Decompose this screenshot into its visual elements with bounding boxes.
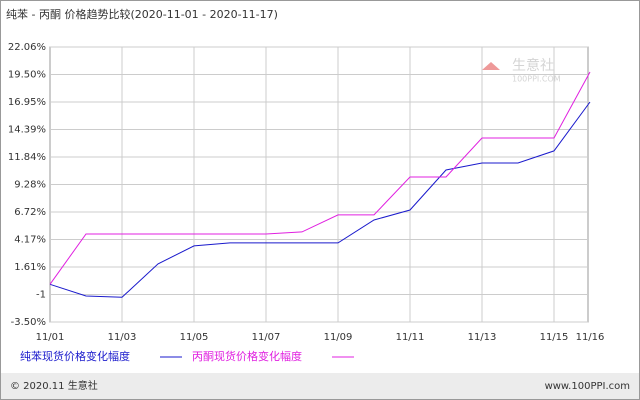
footer-bar bbox=[1, 373, 639, 399]
y-tick-label: 11.84% bbox=[8, 152, 46, 163]
x-tick-label: 11/07 bbox=[252, 332, 281, 343]
series-line bbox=[49, 101, 591, 298]
y-tick-label: 9.28% bbox=[14, 180, 46, 191]
series-line bbox=[49, 71, 591, 285]
legend-label: 丙酮现货价格变化幅度 bbox=[192, 349, 302, 363]
y-tick-label: -1 bbox=[36, 289, 46, 300]
x-tick-label: 11/11 bbox=[396, 332, 425, 343]
footer-left: © 2020.11 生意社 bbox=[10, 379, 98, 392]
y-tick-label: 22.06% bbox=[8, 42, 46, 53]
y-tick-label: 1.61% bbox=[14, 262, 46, 273]
x-tick-label: 11/03 bbox=[108, 332, 137, 343]
x-tick-label: 11/05 bbox=[180, 332, 209, 343]
x-tick-label: 11/09 bbox=[324, 332, 353, 343]
x-tick-label: 11/15 bbox=[540, 332, 569, 343]
watermark-url: 100PPI.COM bbox=[512, 75, 561, 84]
y-tick-label: 14.39% bbox=[8, 125, 46, 136]
x-tick-label: 11/16 bbox=[576, 332, 605, 343]
y-tick-label: 6.72% bbox=[14, 207, 46, 218]
y-tick-label: 19.50% bbox=[8, 70, 46, 81]
y-tick-label: 4.17% bbox=[14, 234, 46, 245]
watermark-icon bbox=[482, 62, 500, 70]
legend-label: 纯苯现货价格变化幅度 bbox=[20, 349, 130, 363]
chart-title: 纯苯 - 丙酮 价格趋势比较(2020-11-01 - 2020-11-17) bbox=[6, 7, 278, 21]
watermark: 生意社 100PPI.COM bbox=[482, 57, 561, 84]
footer-right: www.100PPI.com bbox=[545, 381, 630, 392]
watermark-name: 生意社 bbox=[512, 57, 554, 74]
y-tick-label: -3.50% bbox=[11, 317, 46, 328]
x-tick-label: 11/01 bbox=[36, 332, 65, 343]
y-tick-label: 16.95% bbox=[8, 97, 46, 108]
x-tick-label: 11/13 bbox=[468, 332, 497, 343]
